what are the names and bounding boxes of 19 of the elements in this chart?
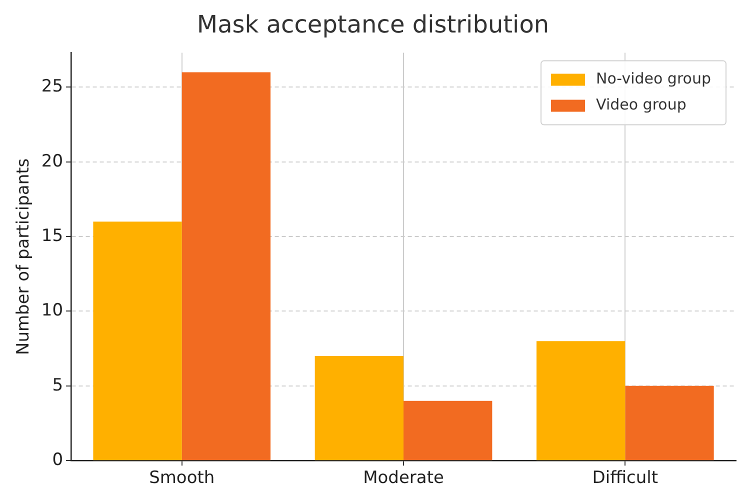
legend-label: Video group [596,96,686,114]
y-tick-label: 20 [41,151,64,172]
bar [314,356,404,460]
y-tick-label: 15 [41,226,64,246]
y-tick-label: 5 [52,375,64,396]
chart-title: Mask acceptance distribution [196,10,550,39]
x-tick-label: Difficult [592,468,658,488]
y-tick-label: 0 [52,450,64,470]
legend-label: No-video group [596,70,712,88]
x-tick-label: Moderate [363,468,444,488]
bar [404,400,492,460]
x-tick-label: Smooth [149,468,215,488]
y-tick-label: 10 [41,300,64,321]
bar [93,222,182,460]
bar [536,341,626,460]
bar [625,386,714,460]
y-tick-label: 25 [41,76,64,97]
bar [182,72,271,460]
y-axis-title: Number of participants [14,158,34,356]
